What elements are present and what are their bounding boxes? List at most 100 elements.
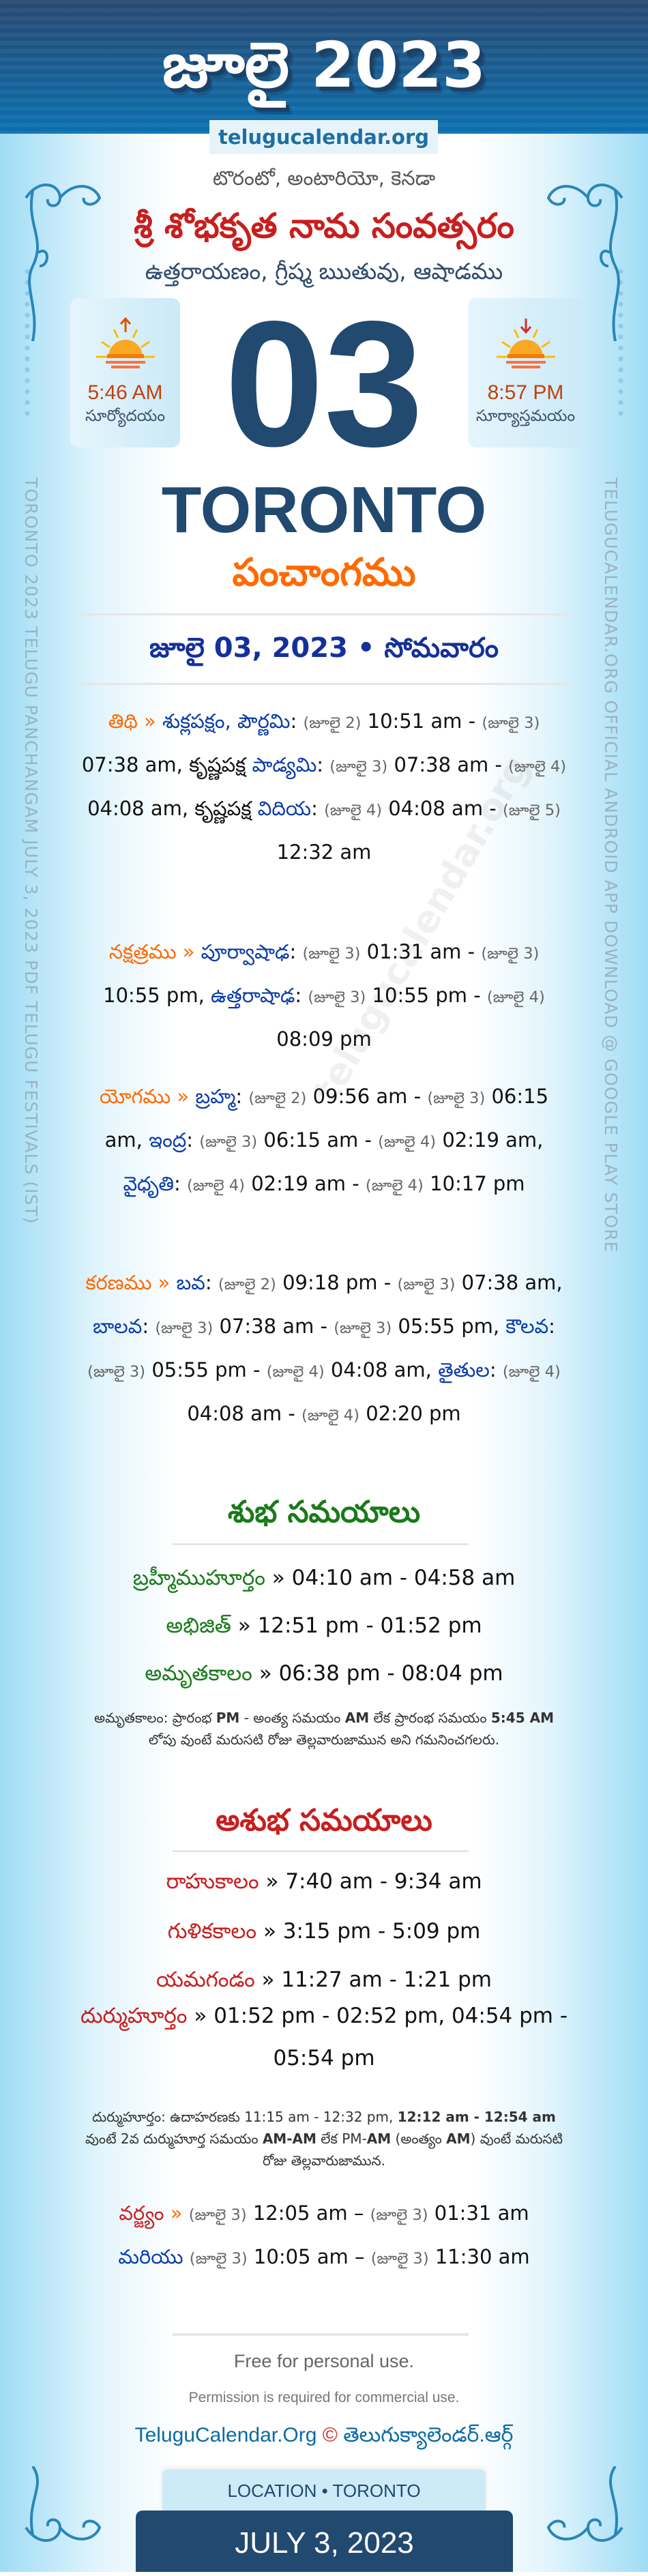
item-name: కౌలవ — [505, 1315, 549, 1338]
item-name: బవ — [176, 1271, 205, 1294]
time-label: అభిజిత్ — [166, 1613, 231, 1638]
text-segment: : — [316, 753, 330, 776]
date-ref: (జూలై 4) — [502, 1363, 561, 1381]
date-ref: (జూలై 3) — [370, 2206, 428, 2224]
sunset-label: సూర్యాస్తమయం — [475, 407, 576, 425]
text-segment: - అంత్య సమయం — [239, 1710, 345, 1726]
separator: » — [151, 1271, 177, 1294]
text-segment: ) వుంటే మరుసటి రోజు తెల్లవారుజామున. — [262, 2131, 563, 2169]
divider — [77, 683, 570, 685]
divider — [173, 1850, 469, 1852]
separator: » — [164, 2201, 189, 2225]
divider — [77, 613, 570, 615]
amrutha-note: అమృతకాలం: ప్రారంభ PM - అంత్య సమయం AM లేక… — [78, 1707, 570, 1751]
item-name: పూర్వాషాఢ — [201, 940, 290, 963]
text-segment: 10:17 pm — [423, 1172, 525, 1195]
text-segment: వుంటే 2వ దుర్ముహూర్త సమయం — [85, 2131, 263, 2147]
location-tab: LOCATION • TORONTO — [162, 2470, 486, 2512]
date-ref: (జూలై 3) — [155, 1319, 213, 1337]
text-segment: AM-AM — [262, 2131, 316, 2147]
text-segment: అమృతకాలం: ప్రారంభ — [94, 1710, 216, 1726]
date-ref: (జూలై 4) — [378, 1133, 437, 1151]
ashubha-item: గుళికకాలం » 3:15 pm - 5:09 pm — [78, 1919, 570, 1948]
text-segment: లేక ప్రారంభ సమయం — [369, 1710, 491, 1726]
date-ref: (జూలై 3) — [199, 1133, 258, 1151]
text-segment: లోపు వుంటే మరుసటి రోజు తెల్లవారుజామున అన… — [148, 1731, 500, 1748]
text-segment: లేక PM- — [316, 2131, 367, 2147]
text-segment: : — [174, 1172, 188, 1195]
text-segment: 02:19 am, — [436, 1128, 544, 1152]
time-value: » 12:51 pm - 01:52 pm — [231, 1613, 482, 1638]
date-ref: (జూలై 3) — [188, 2206, 247, 2224]
item-name: శుక్లపక్షం, పౌర్ణమి — [162, 709, 291, 733]
time-label: యమగండం — [156, 1967, 255, 1992]
text-segment: 08:09 pm — [276, 1027, 372, 1051]
site-link[interactable]: telugucalendar.org — [209, 120, 438, 154]
text-segment: 06:15 am - — [257, 1128, 379, 1152]
text-segment: 07:38 am, కృష్ణపక్ష — [81, 753, 252, 776]
text-segment: 04:08 am, — [324, 1358, 439, 1381]
date-ref: (జూలై 4) — [486, 989, 545, 1006]
dotted-line-left — [25, 266, 30, 416]
day-number: 03 — [224, 284, 424, 484]
text-segment: 10:55 pm, — [103, 984, 211, 1007]
page-background — [0, 134, 648, 2572]
time-value: » 3:15 pm - 5:09 pm — [256, 1919, 481, 1944]
date-ref: (జూలై 4) — [301, 1407, 359, 1424]
ashubha-item: దుర్ముహూర్తం » 01:52 pm - 02:52 pm, 04:5… — [78, 1995, 570, 2079]
text-segment: 10:51 am - — [361, 709, 482, 733]
date-ref: (జూలై 4) — [508, 758, 567, 776]
text-segment: 12:32 am — [276, 840, 372, 864]
ashubha-item: యమగండం » 11:27 am - 1:21 pm — [78, 1967, 570, 1997]
time-label: బ్రహ్మీముహూర్తం — [132, 1566, 265, 1590]
separator: » — [137, 709, 163, 733]
panchang-item: నక్షత్రము » పూర్వాషాఢ: (జూలై 3) 01:31 am… — [78, 931, 570, 1060]
date-ref: (జూలై 3) — [189, 2250, 248, 2268]
text-segment: : — [235, 1085, 249, 1108]
durmuhurtham-note: దుర్ముహూర్తం: ఉదాహరణకు 11:15 am - 12:32 … — [78, 2106, 570, 2171]
item-name: బ్రహ్మ — [195, 1085, 236, 1108]
text-segment: : — [142, 1315, 156, 1338]
panchang-label: యోగము — [99, 1085, 171, 1108]
sunrise-time: 5:46 AM — [87, 381, 163, 404]
item-name: బాలవ — [93, 1315, 143, 1338]
text-segment: AM — [446, 2131, 471, 2147]
date-ref: (జూలై 4) — [187, 1177, 245, 1195]
copyright-icon: © — [322, 2424, 338, 2446]
corner-ornament-bottom-right — [546, 2466, 623, 2542]
item-name: విదియ — [257, 797, 312, 820]
footer-date: JULY 3, 2023 — [136, 2511, 513, 2572]
item-label: వర్జ్యం — [119, 2201, 164, 2225]
text-segment: PM — [216, 1710, 240, 1726]
item-name: వైధృతి — [123, 1172, 175, 1195]
time-value: » 01:52 pm - 02:52 pm, 04:54 pm - 05:54 … — [187, 2004, 568, 2070]
item-name: ఇంద్ర — [149, 1128, 187, 1152]
text-segment: 04:08 am, కృష్ణపక్ష — [87, 797, 258, 820]
shubha-item: అమృతకాలం » 06:38 pm - 08:04 pm — [78, 1661, 570, 1690]
text-segment: 09:56 am - — [306, 1085, 428, 1108]
panchangam-title: పంచాంగము — [232, 551, 416, 595]
text-segment: 01:31 am — [428, 2201, 529, 2225]
ashubha-title: అశుభ సమయాలు — [216, 1803, 432, 1838]
item-name: మరియు — [118, 2245, 183, 2268]
text-segment: AM — [366, 2131, 392, 2147]
header-banner: జూలై 2023 — [0, 0, 648, 134]
divider — [173, 1543, 469, 1545]
date-ref: (జూలై 4) — [266, 1363, 325, 1381]
date-ref: (జూలై 4) — [365, 1177, 424, 1195]
shubha-title: శుభ సమయాలు — [227, 1495, 421, 1530]
brand-english[interactable]: TeluguCalendar.Org — [134, 2424, 317, 2446]
samvatsaram: శ్రీ శోభకృత నామ సంవత్సరం — [134, 206, 514, 246]
divider — [173, 2333, 469, 2336]
panchang-label: కరణము — [85, 1271, 152, 1294]
text-segment: 10:05 am – — [247, 2245, 371, 2268]
text-segment: 01:31 am - — [360, 940, 482, 963]
brand-line: TeluguCalendar.Org © తెలుగుక్యాలెండర్.ఆర… — [0, 2424, 648, 2452]
time-value: » 11:27 am - 1:21 pm — [254, 1967, 492, 1992]
permission-text: Permission is required for commercial us… — [188, 2390, 460, 2405]
sunrise-label: సూర్యోదయం — [85, 407, 165, 425]
text-segment: 07:38 am - — [213, 1315, 334, 1338]
text-segment: 07:38 am, — [455, 1271, 563, 1294]
item-name: ఉత్తరాషాఢ — [211, 984, 295, 1007]
time-value: » 7:40 am - 9:34 am — [259, 1869, 482, 1894]
